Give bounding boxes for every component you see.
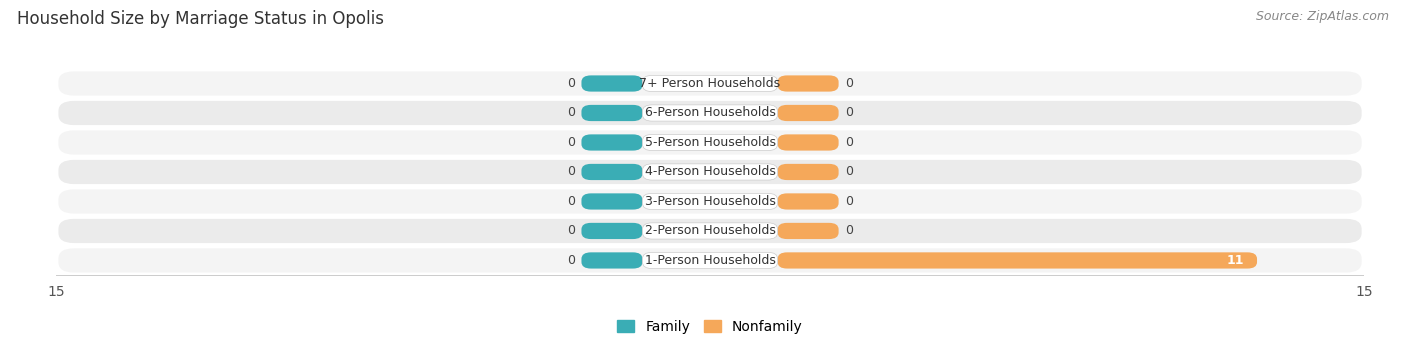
FancyBboxPatch shape xyxy=(778,105,838,121)
FancyBboxPatch shape xyxy=(582,252,643,269)
FancyBboxPatch shape xyxy=(778,75,838,92)
FancyBboxPatch shape xyxy=(59,248,1361,272)
Text: 2-Person Households: 2-Person Households xyxy=(644,224,776,237)
FancyBboxPatch shape xyxy=(59,130,1361,154)
FancyBboxPatch shape xyxy=(59,189,1361,213)
Text: 0: 0 xyxy=(845,195,853,208)
FancyBboxPatch shape xyxy=(778,134,838,151)
Text: 0: 0 xyxy=(845,224,853,237)
FancyBboxPatch shape xyxy=(778,164,838,180)
Text: 0: 0 xyxy=(567,106,575,119)
Text: 0: 0 xyxy=(567,224,575,237)
Text: 0: 0 xyxy=(567,136,575,149)
FancyBboxPatch shape xyxy=(778,193,838,210)
FancyBboxPatch shape xyxy=(582,75,643,92)
FancyBboxPatch shape xyxy=(643,164,778,180)
Text: 4-Person Households: 4-Person Households xyxy=(644,165,776,178)
Text: 1-Person Households: 1-Person Households xyxy=(644,254,776,267)
FancyBboxPatch shape xyxy=(582,134,643,151)
FancyBboxPatch shape xyxy=(582,105,643,121)
FancyBboxPatch shape xyxy=(59,219,1361,243)
Text: Source: ZipAtlas.com: Source: ZipAtlas.com xyxy=(1256,10,1389,23)
FancyBboxPatch shape xyxy=(582,164,643,180)
FancyBboxPatch shape xyxy=(59,160,1361,184)
FancyBboxPatch shape xyxy=(643,75,778,92)
Text: 0: 0 xyxy=(845,106,853,119)
FancyBboxPatch shape xyxy=(643,252,778,269)
FancyBboxPatch shape xyxy=(59,101,1361,125)
Text: 11: 11 xyxy=(1226,254,1244,267)
FancyBboxPatch shape xyxy=(643,223,778,239)
Text: 5-Person Households: 5-Person Households xyxy=(644,136,776,149)
FancyBboxPatch shape xyxy=(778,252,1257,269)
Text: 0: 0 xyxy=(567,195,575,208)
Text: 0: 0 xyxy=(845,77,853,90)
FancyBboxPatch shape xyxy=(643,105,778,121)
Text: 0: 0 xyxy=(845,136,853,149)
FancyBboxPatch shape xyxy=(582,223,643,239)
Text: 6-Person Households: 6-Person Households xyxy=(644,106,776,119)
Legend: Family, Nonfamily: Family, Nonfamily xyxy=(617,320,803,334)
FancyBboxPatch shape xyxy=(643,134,778,151)
FancyBboxPatch shape xyxy=(582,193,643,210)
Text: 7+ Person Households: 7+ Person Households xyxy=(640,77,780,90)
FancyBboxPatch shape xyxy=(59,71,1361,95)
Text: 0: 0 xyxy=(567,165,575,178)
FancyBboxPatch shape xyxy=(778,223,838,239)
Text: 3-Person Households: 3-Person Households xyxy=(644,195,776,208)
Text: 0: 0 xyxy=(567,77,575,90)
Text: Household Size by Marriage Status in Opolis: Household Size by Marriage Status in Opo… xyxy=(17,10,384,28)
Text: 0: 0 xyxy=(845,165,853,178)
FancyBboxPatch shape xyxy=(643,193,778,210)
Text: 0: 0 xyxy=(567,254,575,267)
